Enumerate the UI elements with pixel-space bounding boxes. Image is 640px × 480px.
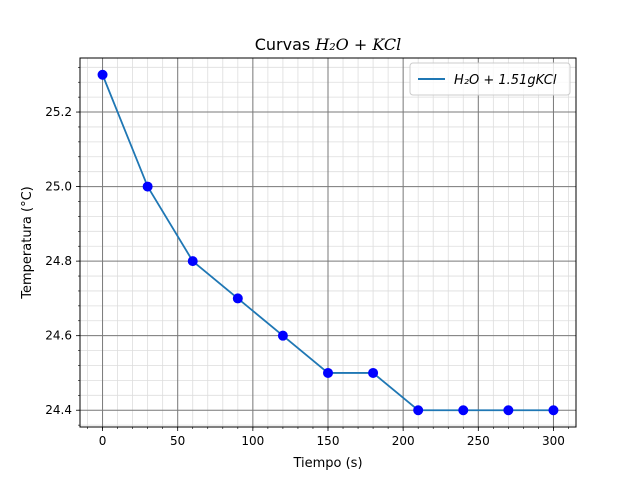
y-tick-label: 24.8 <box>45 254 72 268</box>
data-point <box>97 69 108 80</box>
data-point <box>323 367 333 378</box>
x-tick-label: 300 <box>542 434 565 448</box>
tick-labels: 0 50 100 150 200 250 300 24.4 24.6 24.8 25.0 25.2 <box>45 105 565 448</box>
data-point <box>413 405 424 416</box>
x-tick-label: 50 <box>170 434 185 448</box>
chart-title-formula: H₂O + KCl <box>314 35 401 54</box>
x-tick-label: 200 <box>392 434 415 448</box>
chart-title: Curvas H₂O + KCl <box>255 35 402 54</box>
x-tick-label: 0 <box>99 434 107 448</box>
data-point <box>232 293 243 304</box>
y-axis-label: Temperatura (°C) <box>20 186 35 299</box>
x-tick-label: 100 <box>241 434 264 448</box>
x-tick-label: 150 <box>317 434 340 448</box>
data-point <box>458 405 469 416</box>
x-axis-label: Tiempo (s) <box>292 456 362 471</box>
data-point <box>142 181 153 192</box>
major-grid <box>80 58 576 427</box>
axis-ticks <box>76 67 569 431</box>
data-point <box>187 256 198 267</box>
data-point <box>548 405 559 416</box>
legend-box <box>409 62 571 96</box>
chart-title-text: Curvas <box>255 35 316 54</box>
legend: H₂O + 1.51gKCl <box>409 62 571 96</box>
data-point <box>277 330 288 341</box>
x-tick-label: 250 <box>467 434 490 448</box>
y-tick-label: 25.0 <box>45 180 72 194</box>
data-point <box>368 367 379 378</box>
y-tick-label: 24.4 <box>45 403 72 417</box>
y-tick-label: 24.6 <box>45 329 72 343</box>
plot-frame <box>79 57 577 428</box>
y-tick-label: 25.2 <box>45 105 72 119</box>
data-point <box>503 405 514 416</box>
legend-entry-label: H₂O + 1.51gKCl <box>454 73 557 88</box>
series-layer <box>97 69 559 416</box>
